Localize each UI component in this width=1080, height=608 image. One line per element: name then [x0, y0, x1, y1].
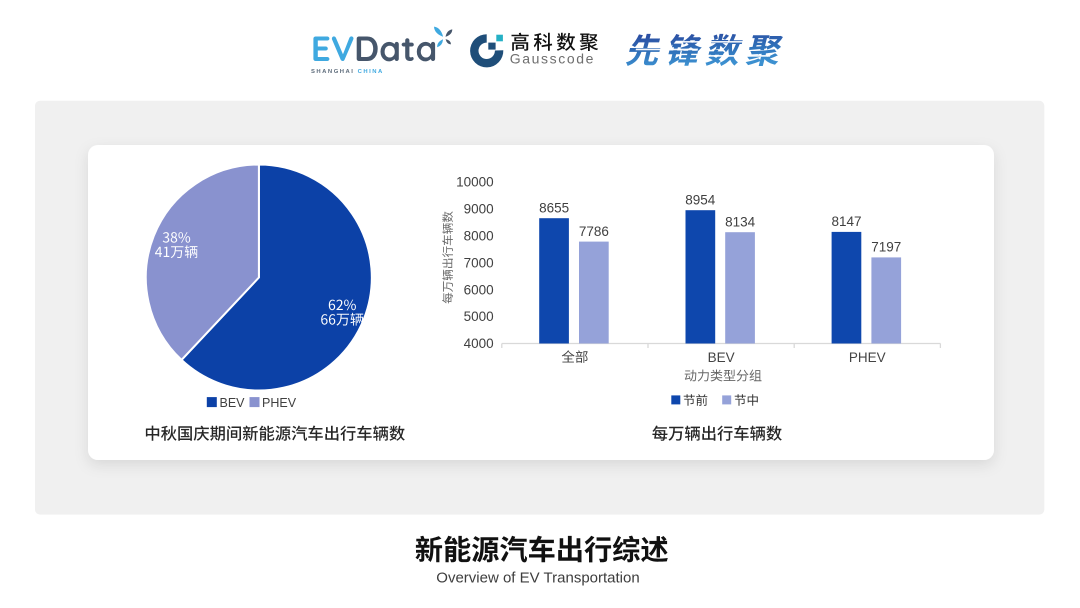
svg-text:8134: 8134: [725, 214, 756, 229]
svg-text:6000: 6000: [464, 282, 494, 297]
svg-text:10000: 10000: [456, 175, 494, 190]
svg-text:7197: 7197: [871, 240, 901, 255]
svg-text:7000: 7000: [464, 255, 494, 270]
svg-text:8954: 8954: [685, 192, 716, 207]
svg-text:8147: 8147: [831, 214, 861, 229]
svg-text:9000: 9000: [464, 202, 494, 217]
svg-text:8655: 8655: [539, 200, 569, 215]
svg-text:5000: 5000: [464, 309, 494, 324]
svg-text:Overview of EV Transportation: Overview of EV Transportation: [436, 570, 639, 587]
svg-text:BEV: BEV: [220, 396, 246, 410]
svg-text:7786: 7786: [579, 224, 609, 239]
svg-text:8000: 8000: [464, 228, 494, 243]
svg-text:4000: 4000: [464, 336, 494, 351]
svg-text:PHEV: PHEV: [262, 396, 297, 410]
svg-text:Gausscode: Gausscode: [510, 51, 595, 67]
svg-text:BEV: BEV: [708, 350, 735, 365]
svg-text:SHANGHAI CHINA: SHANGHAI CHINA: [311, 69, 384, 75]
svg-text:PHEV: PHEV: [849, 350, 886, 365]
